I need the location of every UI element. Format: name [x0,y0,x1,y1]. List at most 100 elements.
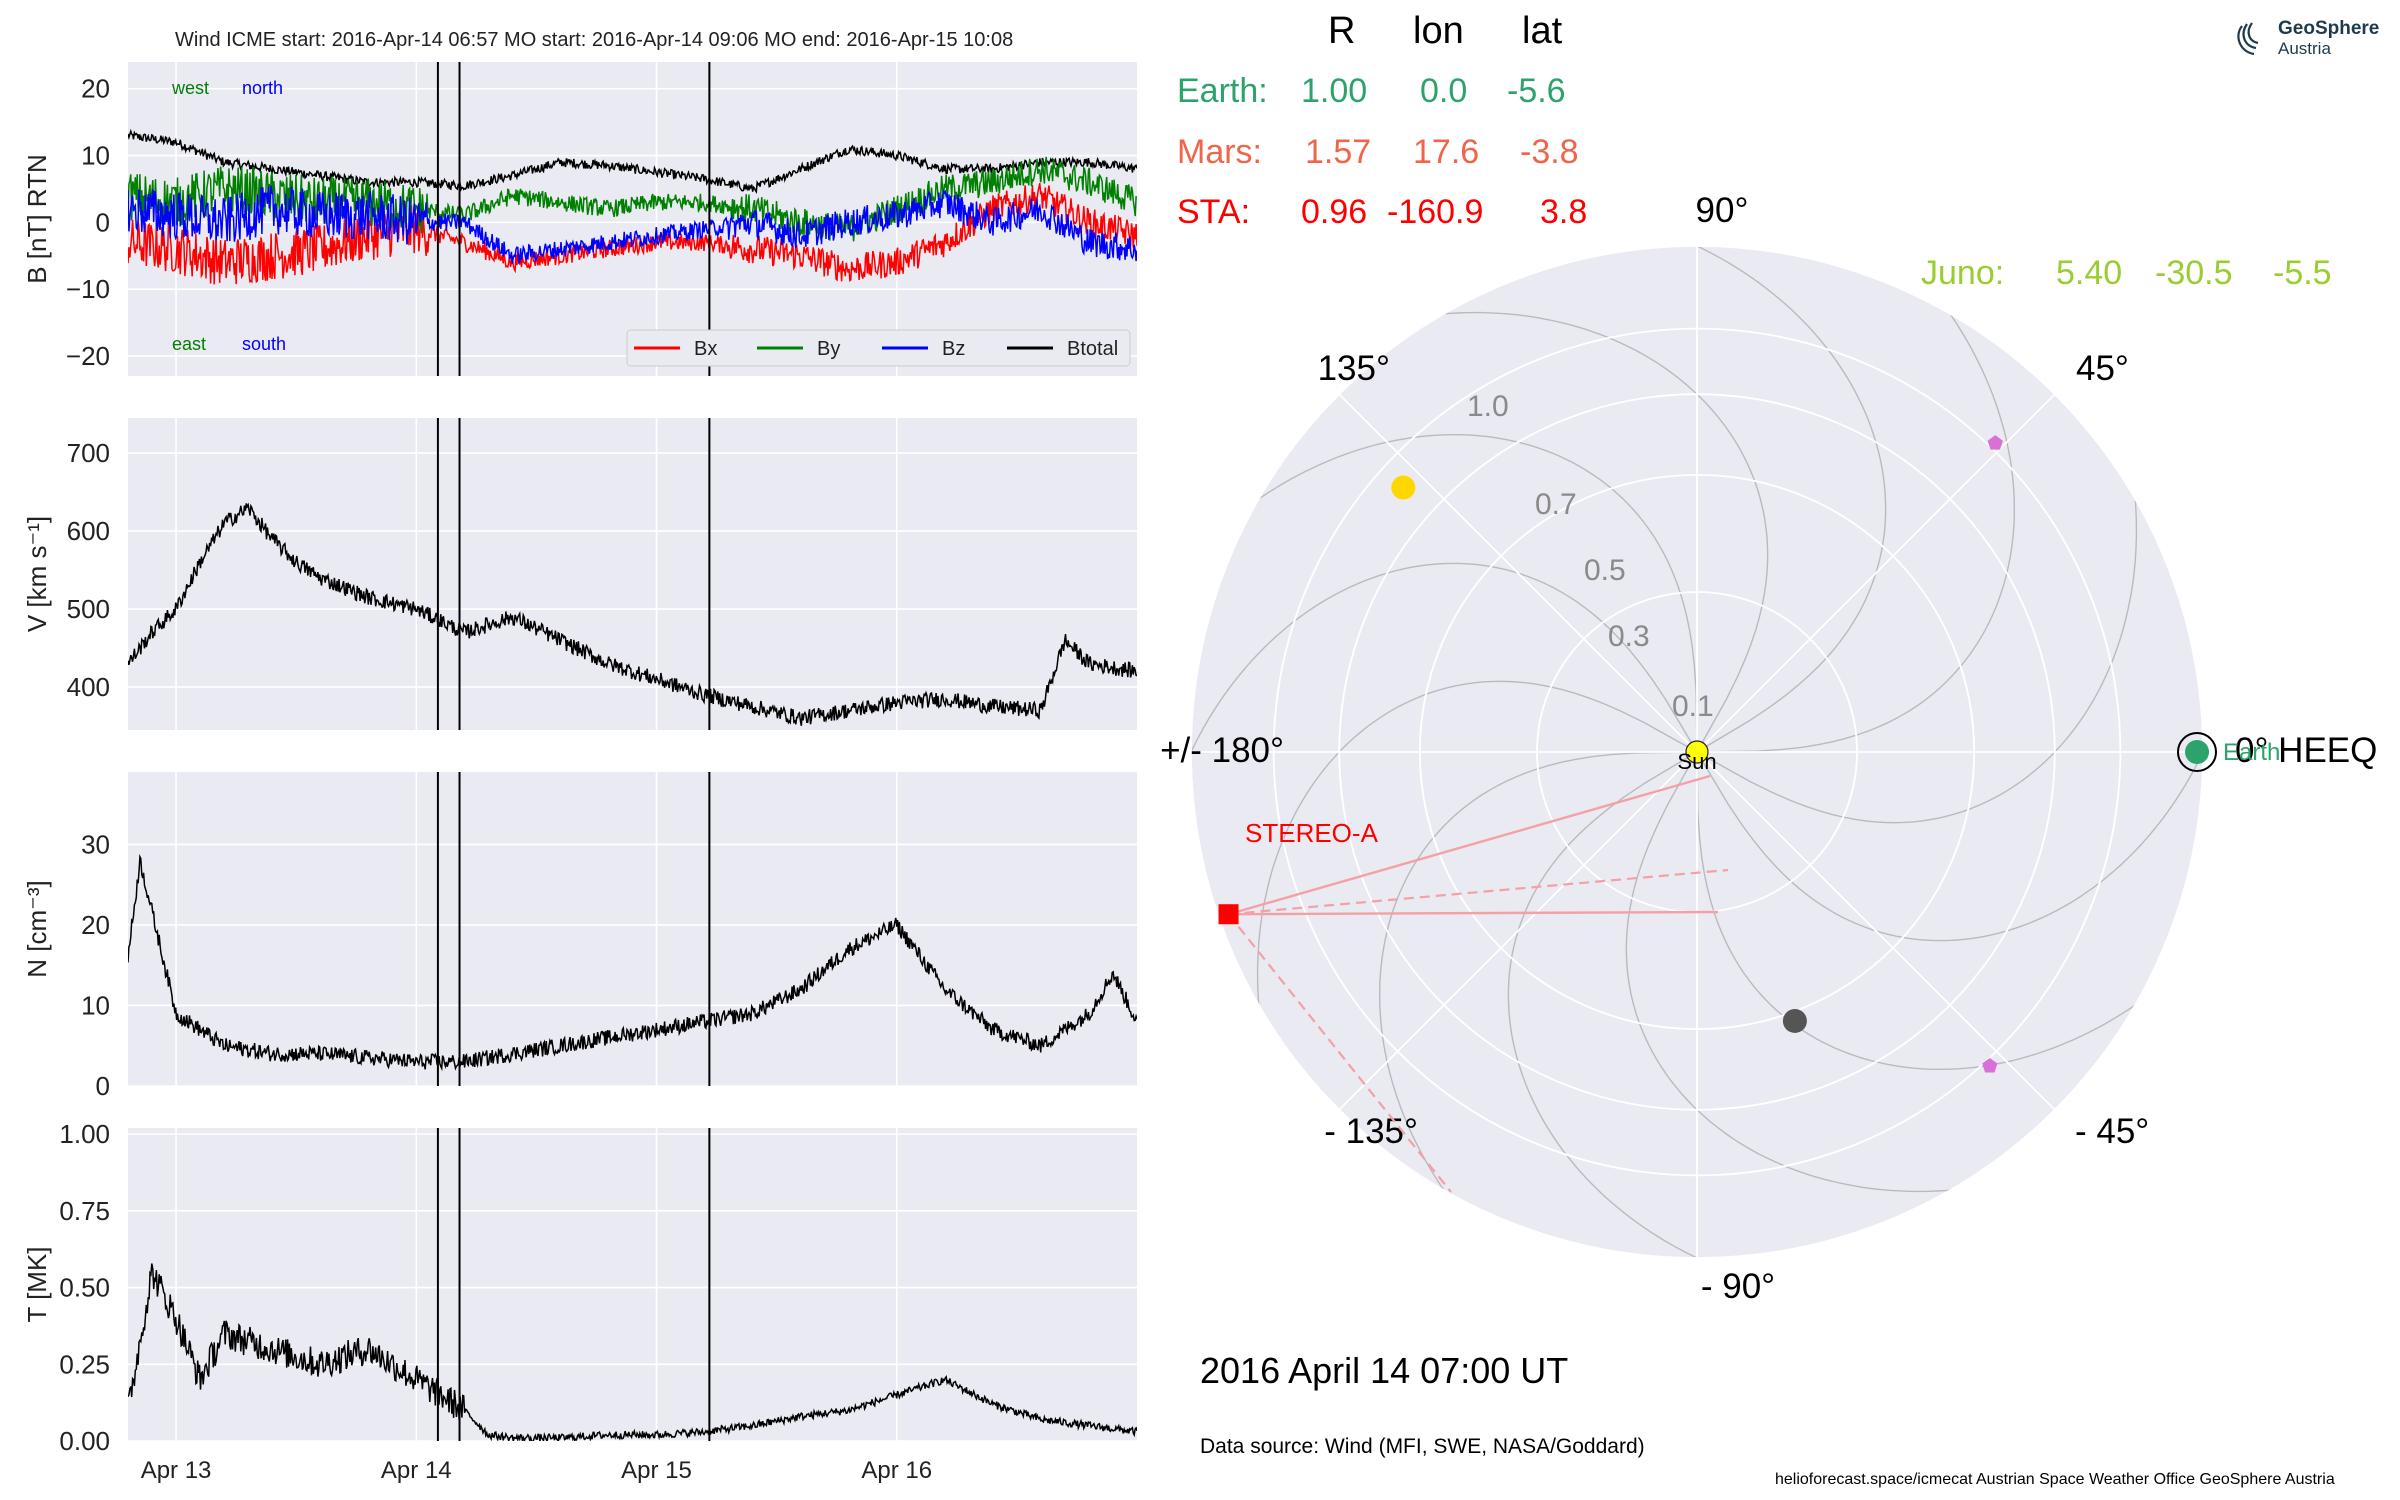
sun-label: Sun [1677,749,1716,774]
y-axis-label: T [MK] [22,1246,52,1322]
series-line-T [128,1263,1137,1441]
angular-gridline [1338,751,1698,1111]
parker-spiral-line [1507,751,1783,1258]
parker-spirals [1191,246,2203,1258]
angle-label: 0° HEEQ [2235,731,2377,770]
y-tick-label: 0 [96,207,110,237]
parker-spiral-line [1625,751,2039,1193]
stereo-a-marker [1218,904,1239,925]
y-tick-label: 10 [81,141,110,171]
panel-speed: 400 500 600 700 V [km s⁻¹] [22,418,1137,730]
legend-label-Bz: Bz [942,338,965,360]
pentagon-marker [1987,435,2003,450]
legend-box [626,329,1131,367]
angle-label: +/- 180° [1160,731,1284,770]
series-line-V [128,502,1137,726]
parker-spiral-line [1696,246,2016,753]
logo-icon [2237,22,2259,56]
annotation-north: north [242,78,283,98]
sun-marker [1685,740,1709,764]
annotation-west: west [171,78,209,98]
logo-line2: Austria [2278,39,2331,58]
angle-label: 45° [2076,349,2129,388]
x-tick-label: Apr 13 [141,1457,212,1484]
angle-label: 90° [1696,191,1749,230]
logo: GeoSphere Austria [2232,14,2382,64]
time-series-panels: −20 −10 0 10 20 B [nT] RTN west north east south B… [22,62,1137,1484]
y-tick-label: 0.75 [59,1196,110,1226]
panel-magnetic-field: −20 −10 0 10 20 B [nT] RTN west north east south B… [22,62,1137,376]
y-axis-label: V [km s⁻¹] [22,516,52,632]
legend-label-Btotal: Btotal [1067,338,1118,360]
angle-label: 135° [1318,349,1390,388]
y-tick-label: 10 [81,990,110,1020]
angular-gridline [1696,393,2056,753]
timestamp: 2016 April 14 07:00 UT [1200,1350,1569,1391]
parker-spiral-line [1191,562,1698,838]
y-tick-label: 30 [81,829,110,859]
series-line-N [128,853,1137,1072]
footer-credits: helioforecast.space/icmecat Austrian Spa… [1775,1471,2335,1488]
panel-temperature: 0.00 0.25 0.50 0.75 1.00 T [MK] Apr 13 Apr 14 Ap… [22,1119,1137,1484]
stereo-fov-dashed-line [1227,913,1452,1193]
y-tick-label: 0 [96,1071,110,1101]
plot-area [128,1128,1137,1441]
radial-tick-label: 0.1 [1672,690,1714,723]
y-tick-label: 1.00 [59,1119,110,1149]
legend-label-Bx: Bx [694,338,717,360]
series-line-Bx [128,183,1137,285]
parker-spiral-line [1696,410,2138,824]
stereo-a-label: STEREO-A [1245,818,1379,848]
parker-spiral-line [1378,751,1698,1258]
parker-spiral-line [1696,751,2203,1071]
x-tick-label: Apr 16 [861,1457,932,1484]
radial-tick-label: 0.5 [1584,554,1626,587]
parker-spiral-line [1611,246,1887,753]
y-tick-label: 20 [81,910,110,940]
radial-tick-label: 0.3 [1608,620,1650,653]
stereo-fov-line [1228,910,1719,916]
table-header-lon: lon [1413,10,1464,52]
legend: Bx By Bz Btotal [626,329,1131,367]
y-axis-label: N [cm⁻³] [22,880,52,978]
data-source: Data source: Wind (MFI, SWE, NASA/Goddar… [1200,1435,1645,1458]
earth-label: Earth [2223,739,2280,766]
annotation-south: south [242,334,286,354]
parker-spiral-line [1696,666,2203,942]
stereo-fov-line [1228,774,1711,916]
y-axis-label: B [nT] RTN [22,154,52,284]
legend-label-By: By [817,338,840,360]
logo-line1: GeoSphere [2278,18,2380,39]
angular-gridline [1696,751,2056,1111]
polar-position-plot: 0.1 0.3 0.50.7 1.0 0° HEEQ 45° 90° 135° +/- 180°… [1160,191,2377,1306]
table-header-lat: lat [1522,10,1563,52]
radial-tick-label: 0.7 [1535,488,1577,521]
parker-spiral-line [1191,434,1698,753]
yellow-planet-marker [1391,475,1416,500]
panel-density: 0 10 20 30 N [cm⁻³] [22,772,1137,1101]
angle-label: - 45° [2075,1112,2149,1151]
angular-gridline [1338,393,1698,753]
y-tick-label: 700 [67,438,110,468]
y-tick-label: 600 [67,516,110,546]
gray-planet-marker [1782,1008,1807,1033]
earth-marker [2185,740,2209,764]
parker-spiral-line [1355,311,1769,753]
stereo-fov-dashed-line [1228,868,1729,916]
y-tick-label: −10 [66,274,110,304]
radial-tick-label: 1.0 [1467,390,1509,423]
pentagon-marker [1982,1058,1998,1073]
y-tick-label: 400 [67,672,110,702]
table-header-r: R [1328,10,1356,52]
x-tick-label: Apr 15 [621,1457,692,1484]
y-tick-label: 500 [67,594,110,624]
y-tick-label: 0.00 [59,1426,110,1456]
plot-area [128,418,1137,730]
y-tick-label: 20 [81,74,110,104]
y-tick-label: 0.25 [59,1349,110,1379]
series-line-By [128,156,1137,242]
parker-spiral-line [1256,680,1698,1094]
annotation-east: east [172,334,206,354]
earth-ring [2177,732,2217,772]
angle-label: - 90° [1701,1267,1775,1306]
